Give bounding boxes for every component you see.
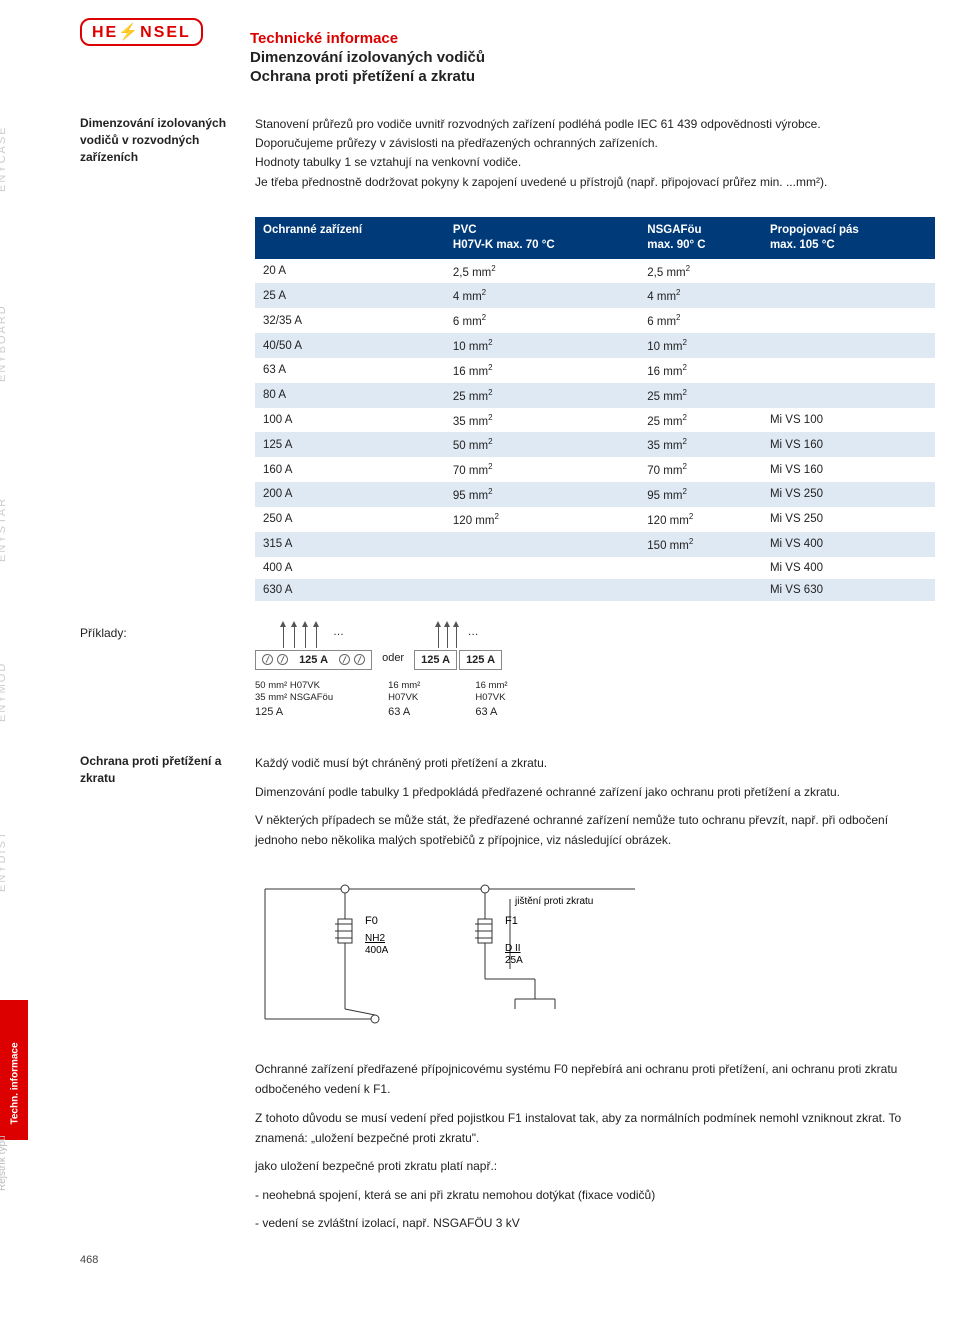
heading-title-2: Ochrana proti přetížení a zkratu bbox=[250, 68, 920, 85]
svg-text:25A: 25A bbox=[505, 955, 523, 966]
table-row: 250 A120 mm2120 mm2Mi VS 250 bbox=[255, 507, 935, 532]
cross-section-table: Ochranné zařízení PVCH07V-K max. 70 °C N… bbox=[255, 217, 935, 601]
heading-category: Technické informace bbox=[250, 30, 920, 47]
footer-text: Ochranné zařízení předřazené přípojnicov… bbox=[255, 1059, 920, 1234]
table-row: 80 A25 mm225 mm2 bbox=[255, 383, 935, 408]
table-row: 40/50 A10 mm210 mm2 bbox=[255, 333, 935, 358]
section-tab-inactive: Rejstřík typů bbox=[0, 1135, 8, 1191]
svg-text:NH2: NH2 bbox=[365, 933, 385, 944]
heading-title-1: Dimenzování izolovaných vodičů bbox=[250, 49, 920, 66]
brand-logo: HE⚡NSEL bbox=[80, 18, 203, 46]
table-row: 20 A2,5 mm22,5 mm2 bbox=[255, 259, 935, 284]
table-row: 630 AMi VS 630 bbox=[255, 579, 935, 601]
examples-label: Příklady: bbox=[80, 626, 235, 719]
table-row: 200 A95 mm295 mm2Mi VS 250 bbox=[255, 482, 935, 507]
svg-text:D II: D II bbox=[505, 943, 521, 954]
section-tab-active: Techn. informace bbox=[0, 1000, 28, 1140]
intro-body: Stanovení průřezů pro vodiče uvnitř rozv… bbox=[255, 115, 920, 192]
examples-diagram: … 125 A oder … 125 A 125 A 50 mm² H07VK3… bbox=[255, 626, 920, 719]
svg-text:F0: F0 bbox=[365, 915, 378, 927]
protection-left-label: Ochrana proti přetížení a zkratu bbox=[80, 753, 235, 1241]
table-row: 25 A4 mm24 mm2 bbox=[255, 283, 935, 308]
table-row: 100 A35 mm225 mm2Mi VS 100 bbox=[255, 408, 935, 433]
circuit-diagram: F0 NH2 400A jištění proti zkratu F1 D II… bbox=[255, 869, 920, 1039]
table-row: 125 A50 mm235 mm2Mi VS 160 bbox=[255, 432, 935, 457]
svg-text:jištění proti zkratu: jištění proti zkratu bbox=[514, 896, 593, 907]
intro-left-label: Dimenzování izolovaných vodičů v rozvodn… bbox=[80, 115, 235, 192]
svg-text:F1: F1 bbox=[505, 915, 518, 927]
svg-text:400A: 400A bbox=[365, 945, 389, 956]
protection-body: Každý vodič musí být chráněný proti přet… bbox=[255, 753, 920, 1241]
table-row: 315 A150 mm2Mi VS 400 bbox=[255, 532, 935, 557]
table-row: 63 A16 mm216 mm2 bbox=[255, 358, 935, 383]
table-row: 400 AMi VS 400 bbox=[255, 557, 935, 579]
page-header: Technické informace Dimenzování izolovan… bbox=[250, 30, 920, 85]
page-number: 468 bbox=[80, 1254, 920, 1266]
table-row: 160 A70 mm270 mm2Mi VS 160 bbox=[255, 457, 935, 482]
table-row: 32/35 A6 mm26 mm2 bbox=[255, 308, 935, 333]
